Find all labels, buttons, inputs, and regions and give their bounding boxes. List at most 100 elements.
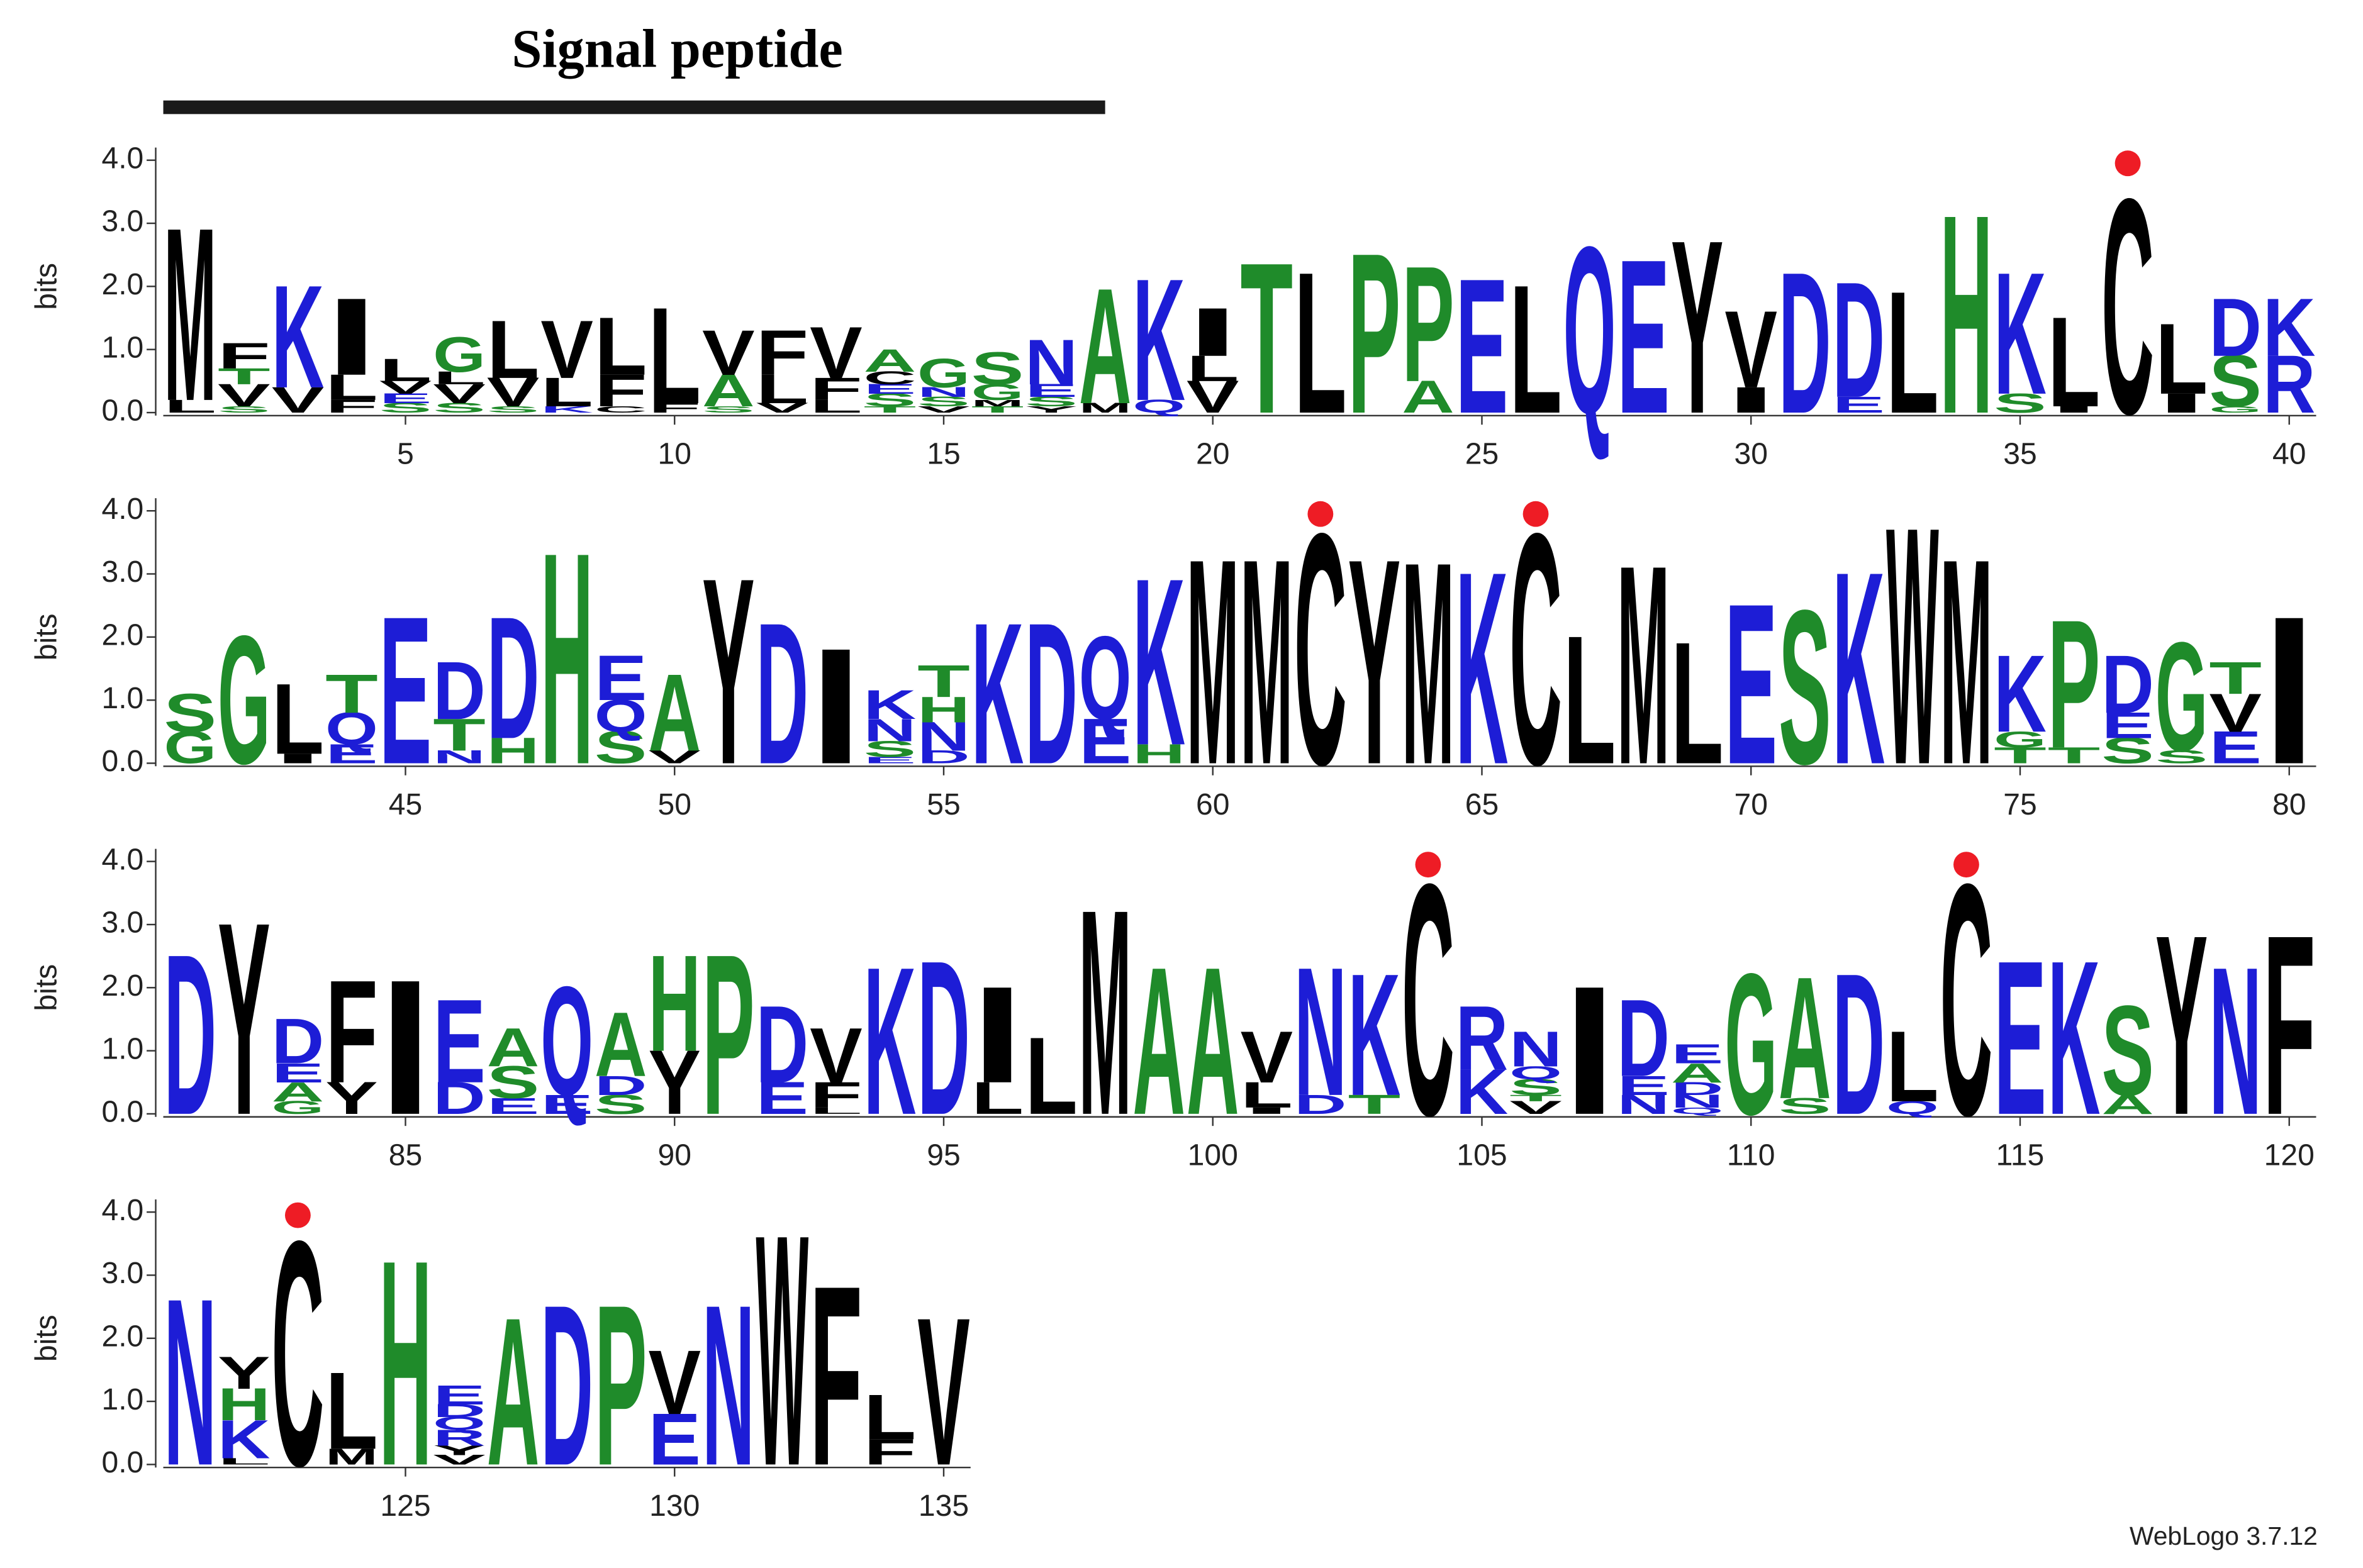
logo-letter: D [433, 1401, 486, 1421]
logo-letter: A [1402, 371, 1455, 423]
logo-letter: L [1671, 605, 1724, 800]
logo-letter: S [2101, 979, 2154, 1123]
x-tick-label: 15 [927, 438, 960, 471]
x-tick-label: 125 [380, 1489, 430, 1523]
logo-letter: T [2209, 652, 2262, 704]
logo-letter: V [433, 378, 486, 409]
y-tick-label: 3.0 [101, 906, 143, 940]
logo-letter: L [540, 369, 593, 415]
logo-letter: R [433, 1425, 486, 1450]
logo-letter: L [1187, 348, 1239, 389]
x-tick-label: 135 [919, 1489, 969, 1523]
logo-letter: K [864, 923, 917, 1159]
logo-letter: M [1940, 498, 1993, 826]
logo-letter: Y [433, 1443, 486, 1458]
logo-letter: D [2101, 638, 2154, 730]
logo-letter: K [540, 404, 593, 414]
logo-letter: S [1509, 1074, 1562, 1100]
chart-title: Signal peptide [511, 18, 842, 79]
logo-letter: I [2048, 404, 2101, 414]
logo-letter: P [702, 908, 755, 1163]
logo-letter: Y [218, 1347, 271, 1399]
logo-letter: I [1240, 1106, 1293, 1116]
logo-letter: N [164, 1250, 216, 1516]
x-tick-label: 30 [1735, 438, 1768, 471]
logo-letter: V [648, 747, 701, 767]
logo-letter: I [1187, 294, 1239, 370]
x-tick-label: 80 [2272, 788, 2306, 821]
logo-letter: P [1348, 206, 1401, 462]
x-tick-label: 95 [927, 1139, 960, 1172]
logo-letter: D [917, 915, 970, 1161]
logo-letter: L [272, 663, 325, 776]
logo-letter: T [1994, 743, 2047, 769]
logo-letter: V [379, 377, 432, 398]
logo-letter: D [433, 645, 486, 737]
logo-letter: V [917, 404, 970, 414]
logo-letter: T [1509, 1093, 1562, 1103]
logo-letter: E [1025, 381, 1078, 401]
logo-letter: A [595, 993, 647, 1096]
logo-letter: M [1079, 400, 1132, 415]
logo-letter: S [595, 721, 647, 773]
x-tick-label: 130 [649, 1489, 700, 1523]
logo-letter: L [1886, 255, 1939, 450]
y-tick-label: 0.0 [101, 394, 143, 428]
logo-letter: Y [1348, 498, 1401, 826]
x-tick-label: 5 [397, 438, 414, 471]
logo-letter: E [433, 1380, 486, 1411]
logo-letter: N [1671, 1091, 1724, 1112]
logo-letter: F [810, 1075, 863, 1116]
logo-letter: M [325, 1444, 378, 1470]
logo-letter: D [917, 747, 970, 767]
logo-letter: D [164, 908, 216, 1163]
logo-letter: E [1724, 557, 1777, 812]
cysteine-marker [1522, 501, 1549, 527]
logo-letter: S [864, 390, 917, 411]
logo-letter: L [864, 1381, 917, 1453]
logo-letter: M [1402, 501, 1455, 825]
logo-letter: W [1886, 457, 1939, 835]
logo-letter: G [1994, 727, 2047, 753]
logo-letter: F [2263, 882, 2316, 1169]
x-tick-label: 35 [2003, 438, 2036, 471]
x-tick-label: 50 [658, 788, 691, 821]
logo-letter: N [1025, 326, 1078, 398]
logo-letter: Y [1025, 404, 1078, 414]
logo-letter: A [2101, 1089, 2154, 1120]
logo-letter: C [864, 368, 917, 389]
logo-letter: E [1833, 392, 1885, 418]
cysteine-marker [1953, 852, 1979, 878]
logo-letter: V [702, 317, 755, 389]
logo-letter: S [218, 404, 271, 414]
logo-letter: I [1563, 948, 1616, 1153]
logo-letter: I [971, 958, 1024, 1112]
logo-letter: E [1994, 915, 2047, 1161]
x-tick-label: 115 [1996, 1139, 2045, 1172]
logo-letter: S [433, 400, 486, 415]
logo-letter: S [971, 343, 1024, 394]
logo-letter: H [1940, 155, 1993, 473]
logo-letter: E [864, 755, 917, 765]
logo-letter: T [218, 364, 271, 389]
y-axis-label: bits [30, 964, 64, 1011]
logo-letter: S [2209, 340, 2262, 422]
logo-letter: E [1617, 1070, 1670, 1101]
logo-letter: P [595, 1258, 647, 1513]
logo-letter: Q [595, 690, 647, 742]
logo-letter: K [864, 682, 917, 728]
logo-letter: Y [325, 1072, 378, 1124]
logo-letter: K [218, 1409, 271, 1471]
logo-letter: A [272, 1076, 325, 1107]
logo-letter: Y [648, 1031, 701, 1134]
logo-letter: G [218, 597, 271, 802]
logo-letter: S [1025, 394, 1078, 409]
logo-letter: Y [2155, 882, 2208, 1169]
logo-letter: F [218, 335, 271, 376]
logo-letter: M [164, 177, 216, 453]
logo-letter: D [756, 581, 809, 807]
logo-letter: M [1079, 848, 1132, 1176]
logo-letter: V [810, 312, 863, 394]
logo-letter: T [2048, 743, 2101, 769]
